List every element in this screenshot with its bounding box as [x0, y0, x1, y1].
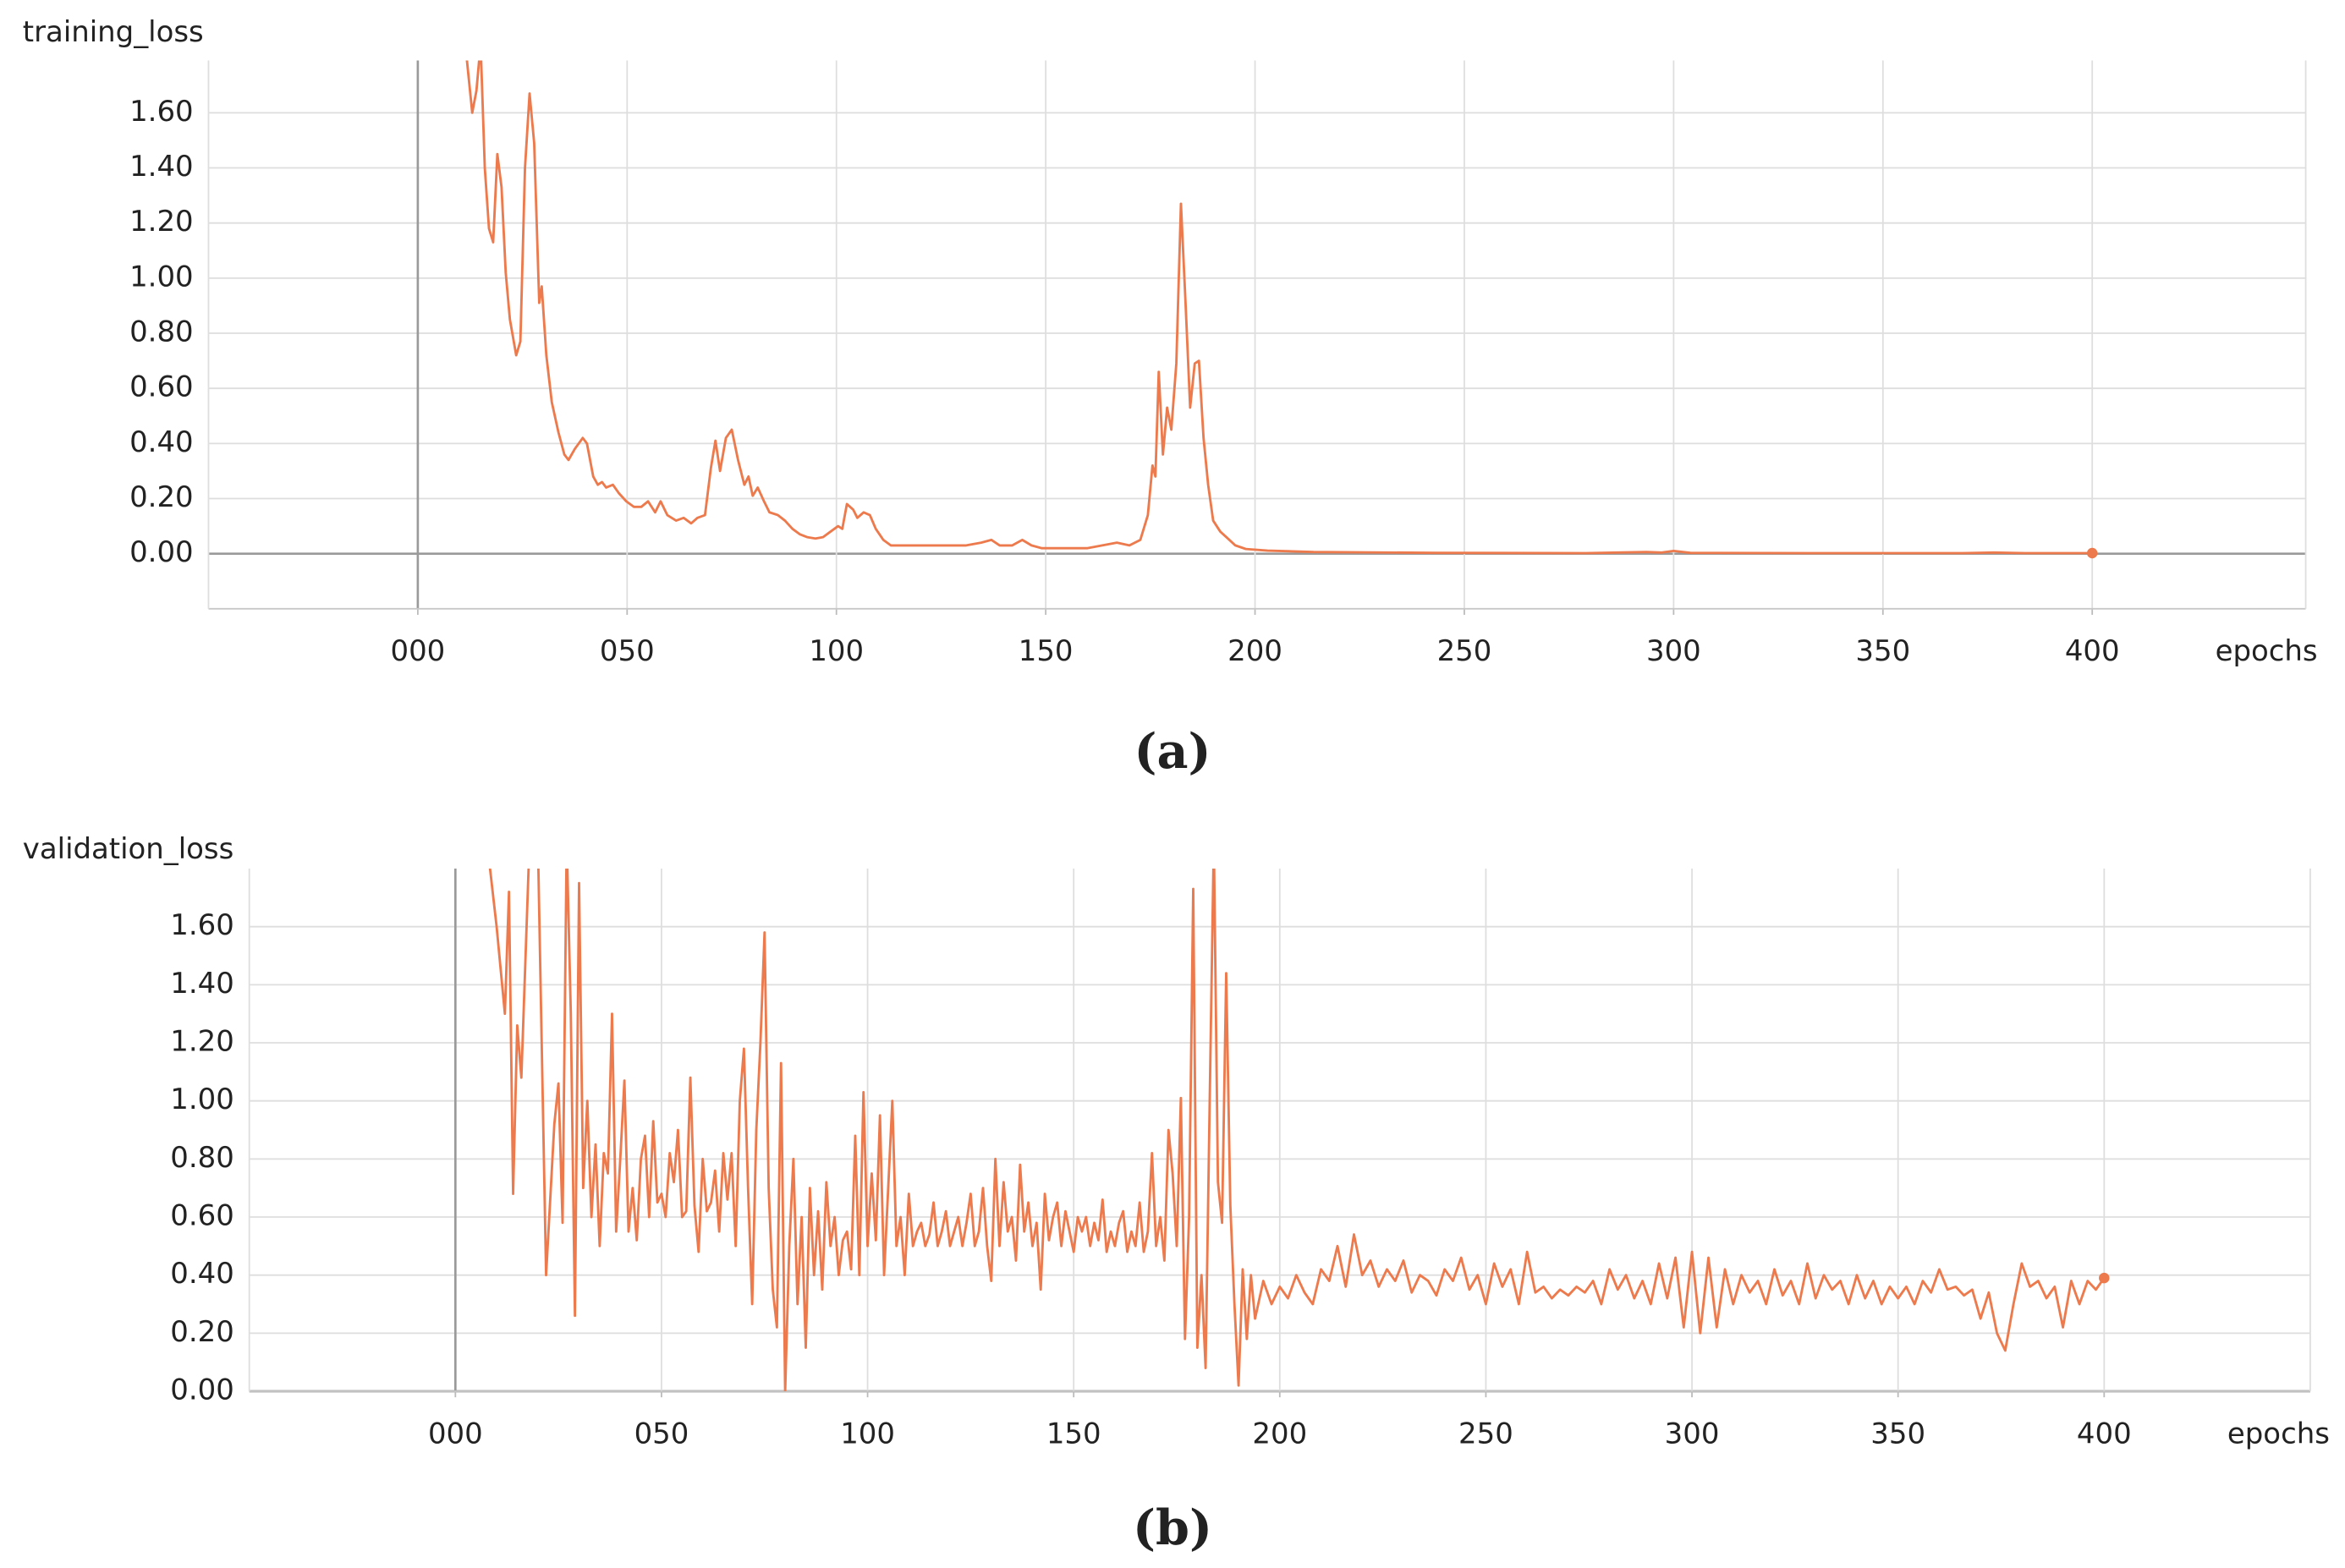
y-tick-label: 1.20 [129, 206, 194, 238]
x-tick-label: 150 [1019, 635, 1074, 668]
x-axis-label: epochs [2227, 1417, 2330, 1450]
x-tick-label: 200 [1227, 635, 1282, 668]
plot-area [465, 60, 2093, 555]
y-tick-label: 1.00 [170, 1083, 234, 1116]
y-tick-label: 1.40 [170, 968, 234, 1001]
last-point [2086, 547, 2098, 559]
x-tick-label: 100 [840, 1417, 895, 1450]
y-tick-label: 0.60 [129, 371, 194, 404]
y-tick-label: 0.20 [170, 1316, 234, 1349]
x-tick-label: 000 [428, 1417, 483, 1450]
x-tick-label: 350 [1870, 1417, 1925, 1450]
y-tick-label: 1.60 [170, 909, 234, 942]
y-tick-label: 0.00 [170, 1374, 234, 1407]
loss-line [488, 869, 2106, 1392]
loss-line [465, 60, 2093, 555]
last-point [2099, 1272, 2110, 1284]
plot-area [488, 869, 2106, 1392]
x-tick-label: 050 [600, 635, 655, 668]
y-tick-label: 1.00 [129, 260, 194, 293]
y-tick-label: 0.80 [170, 1142, 234, 1175]
x-tick-label: 000 [391, 635, 446, 668]
x-tick-label: 400 [2065, 635, 2120, 668]
caption: (b) [1133, 1499, 1212, 1556]
y-tick-label: 0.80 [129, 316, 194, 349]
x-tick-label: 100 [809, 635, 864, 668]
x-tick-label: 300 [1665, 1417, 1720, 1450]
x-tick-label: 250 [1437, 635, 1492, 668]
y-tick-label: 0.60 [170, 1200, 234, 1233]
chart-title: training_loss [23, 16, 204, 49]
x-tick-label: 350 [1855, 635, 1910, 668]
y-tick-label: 0.00 [129, 536, 194, 569]
y-tick-label: 1.40 [129, 151, 194, 184]
y-tick-label: 0.40 [170, 1258, 234, 1291]
y-tick-label: 0.20 [129, 481, 194, 514]
y-tick-label: 1.60 [129, 96, 194, 129]
x-tick-label: 250 [1458, 1417, 1513, 1450]
x-tick-label: 300 [1646, 635, 1701, 668]
x-tick-label: 050 [634, 1417, 689, 1450]
x-tick-label: 200 [1252, 1417, 1307, 1450]
y-tick-label: 0.40 [129, 426, 194, 459]
chart-title: validation_loss [23, 833, 234, 866]
caption: (a) [1134, 723, 1211, 780]
x-axis-label: epochs [2216, 635, 2318, 668]
x-tick-label: 400 [2077, 1417, 2132, 1450]
y-tick-label: 1.20 [170, 1026, 234, 1059]
x-tick-label: 150 [1046, 1417, 1101, 1450]
